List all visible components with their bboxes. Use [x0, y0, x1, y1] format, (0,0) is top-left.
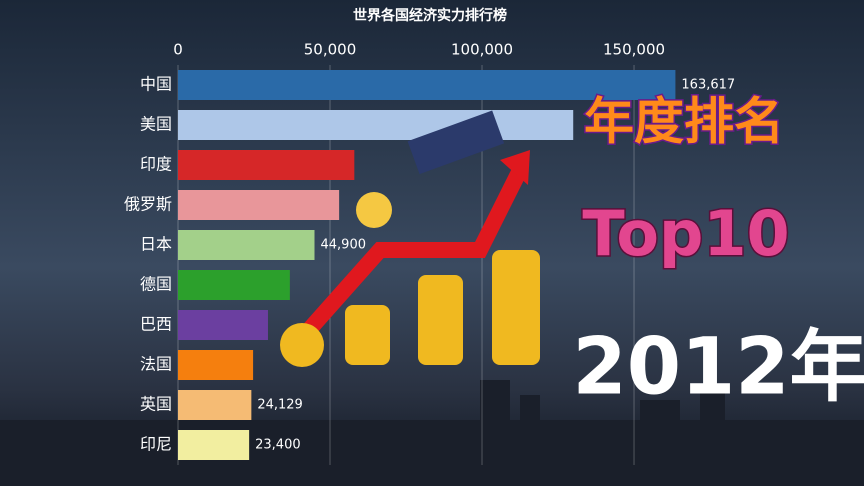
y-tick-label: 巴西 — [140, 315, 172, 334]
y-tick-label: 印度 — [140, 155, 172, 174]
y-tick-label: 印尼 — [140, 435, 172, 454]
bar — [178, 390, 252, 420]
value-label: 23,400 — [255, 438, 300, 453]
value-label: 24,129 — [257, 398, 303, 413]
bar — [178, 70, 676, 100]
bar — [178, 110, 574, 140]
bar — [178, 270, 290, 300]
x-tick-label: 150,000 — [603, 41, 665, 59]
value-label: 44,900 — [321, 238, 367, 253]
city-skyline — [0, 380, 864, 486]
x-tick-label: 100,000 — [451, 41, 513, 59]
y-tick-label: 中国 — [140, 75, 172, 94]
annotation-rank: 年度排名 — [584, 93, 784, 151]
bar — [178, 310, 268, 340]
bar — [178, 230, 315, 260]
annotation-year: 2012年 — [572, 322, 864, 412]
y-tick-label: 俄罗斯 — [124, 195, 172, 214]
x-tick-label: 50,000 — [304, 41, 357, 59]
chart-title: 世界各国经济实力排行榜 — [353, 7, 507, 24]
illustration — [280, 110, 540, 367]
y-tick-label: 日本 — [140, 235, 172, 254]
y-tick-label: 德国 — [140, 275, 172, 294]
bar — [178, 350, 254, 380]
bar — [178, 190, 340, 220]
bar — [178, 430, 250, 460]
annotation-top: Top10 — [582, 197, 789, 270]
y-tick-label: 美国 — [140, 115, 172, 134]
y-tick-label: 英国 — [140, 395, 172, 414]
bar — [178, 150, 355, 180]
x-tick-label: 0 — [173, 41, 183, 59]
value-label: 163,617 — [681, 78, 735, 93]
y-tick-label: 法国 — [140, 355, 172, 374]
